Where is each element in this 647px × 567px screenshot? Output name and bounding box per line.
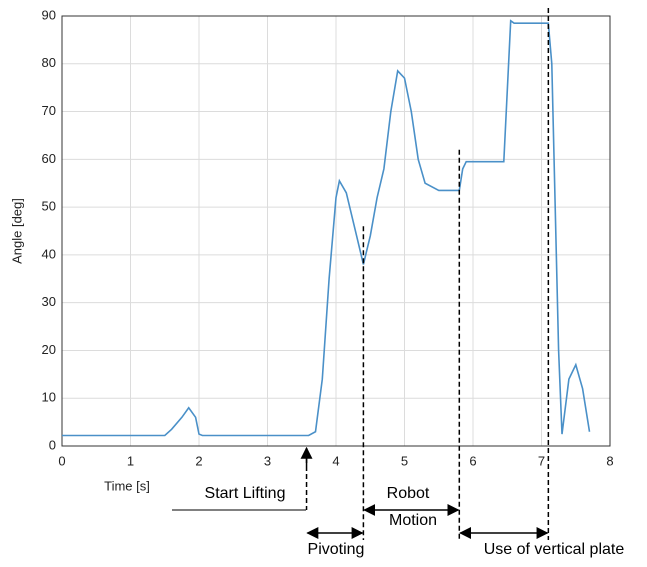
y-tick-label: 70 <box>42 103 56 118</box>
x-tick-label: 5 <box>401 453 408 468</box>
x-tick-label: 0 <box>58 453 65 468</box>
y-tick-label: 90 <box>42 7 56 22</box>
x-tick-label: 2 <box>195 453 202 468</box>
y-tick-label: 20 <box>42 342 56 357</box>
annotation: Robot <box>387 485 430 502</box>
y-tick-label: 50 <box>42 199 56 214</box>
y-tick-label: 40 <box>42 246 56 261</box>
annotation: Use of vertical plate <box>484 541 625 558</box>
y-axis-label: Angle [deg] <box>9 198 24 264</box>
annotation: Start Lifting <box>205 485 286 502</box>
x-tick-label: 8 <box>606 453 613 468</box>
data-line <box>62 19 591 437</box>
annotation: Motion <box>389 512 437 529</box>
y-tick-label: 80 <box>42 55 56 70</box>
y-tick-label: 0 <box>49 437 56 452</box>
x-tick-label: 4 <box>332 453 339 468</box>
x-axis-label: Time [s] <box>104 478 150 493</box>
annotation: Pivoting <box>308 541 365 558</box>
plot-frame <box>61 15 611 447</box>
y-tick-label: 60 <box>42 151 56 166</box>
x-tick-label: 1 <box>127 453 134 468</box>
y-tick-label: 30 <box>42 294 56 309</box>
x-tick-label: 6 <box>469 453 476 468</box>
y-tick-label: 10 <box>42 390 56 405</box>
x-tick-label: 7 <box>538 453 545 468</box>
x-tick-label: 3 <box>264 453 271 468</box>
